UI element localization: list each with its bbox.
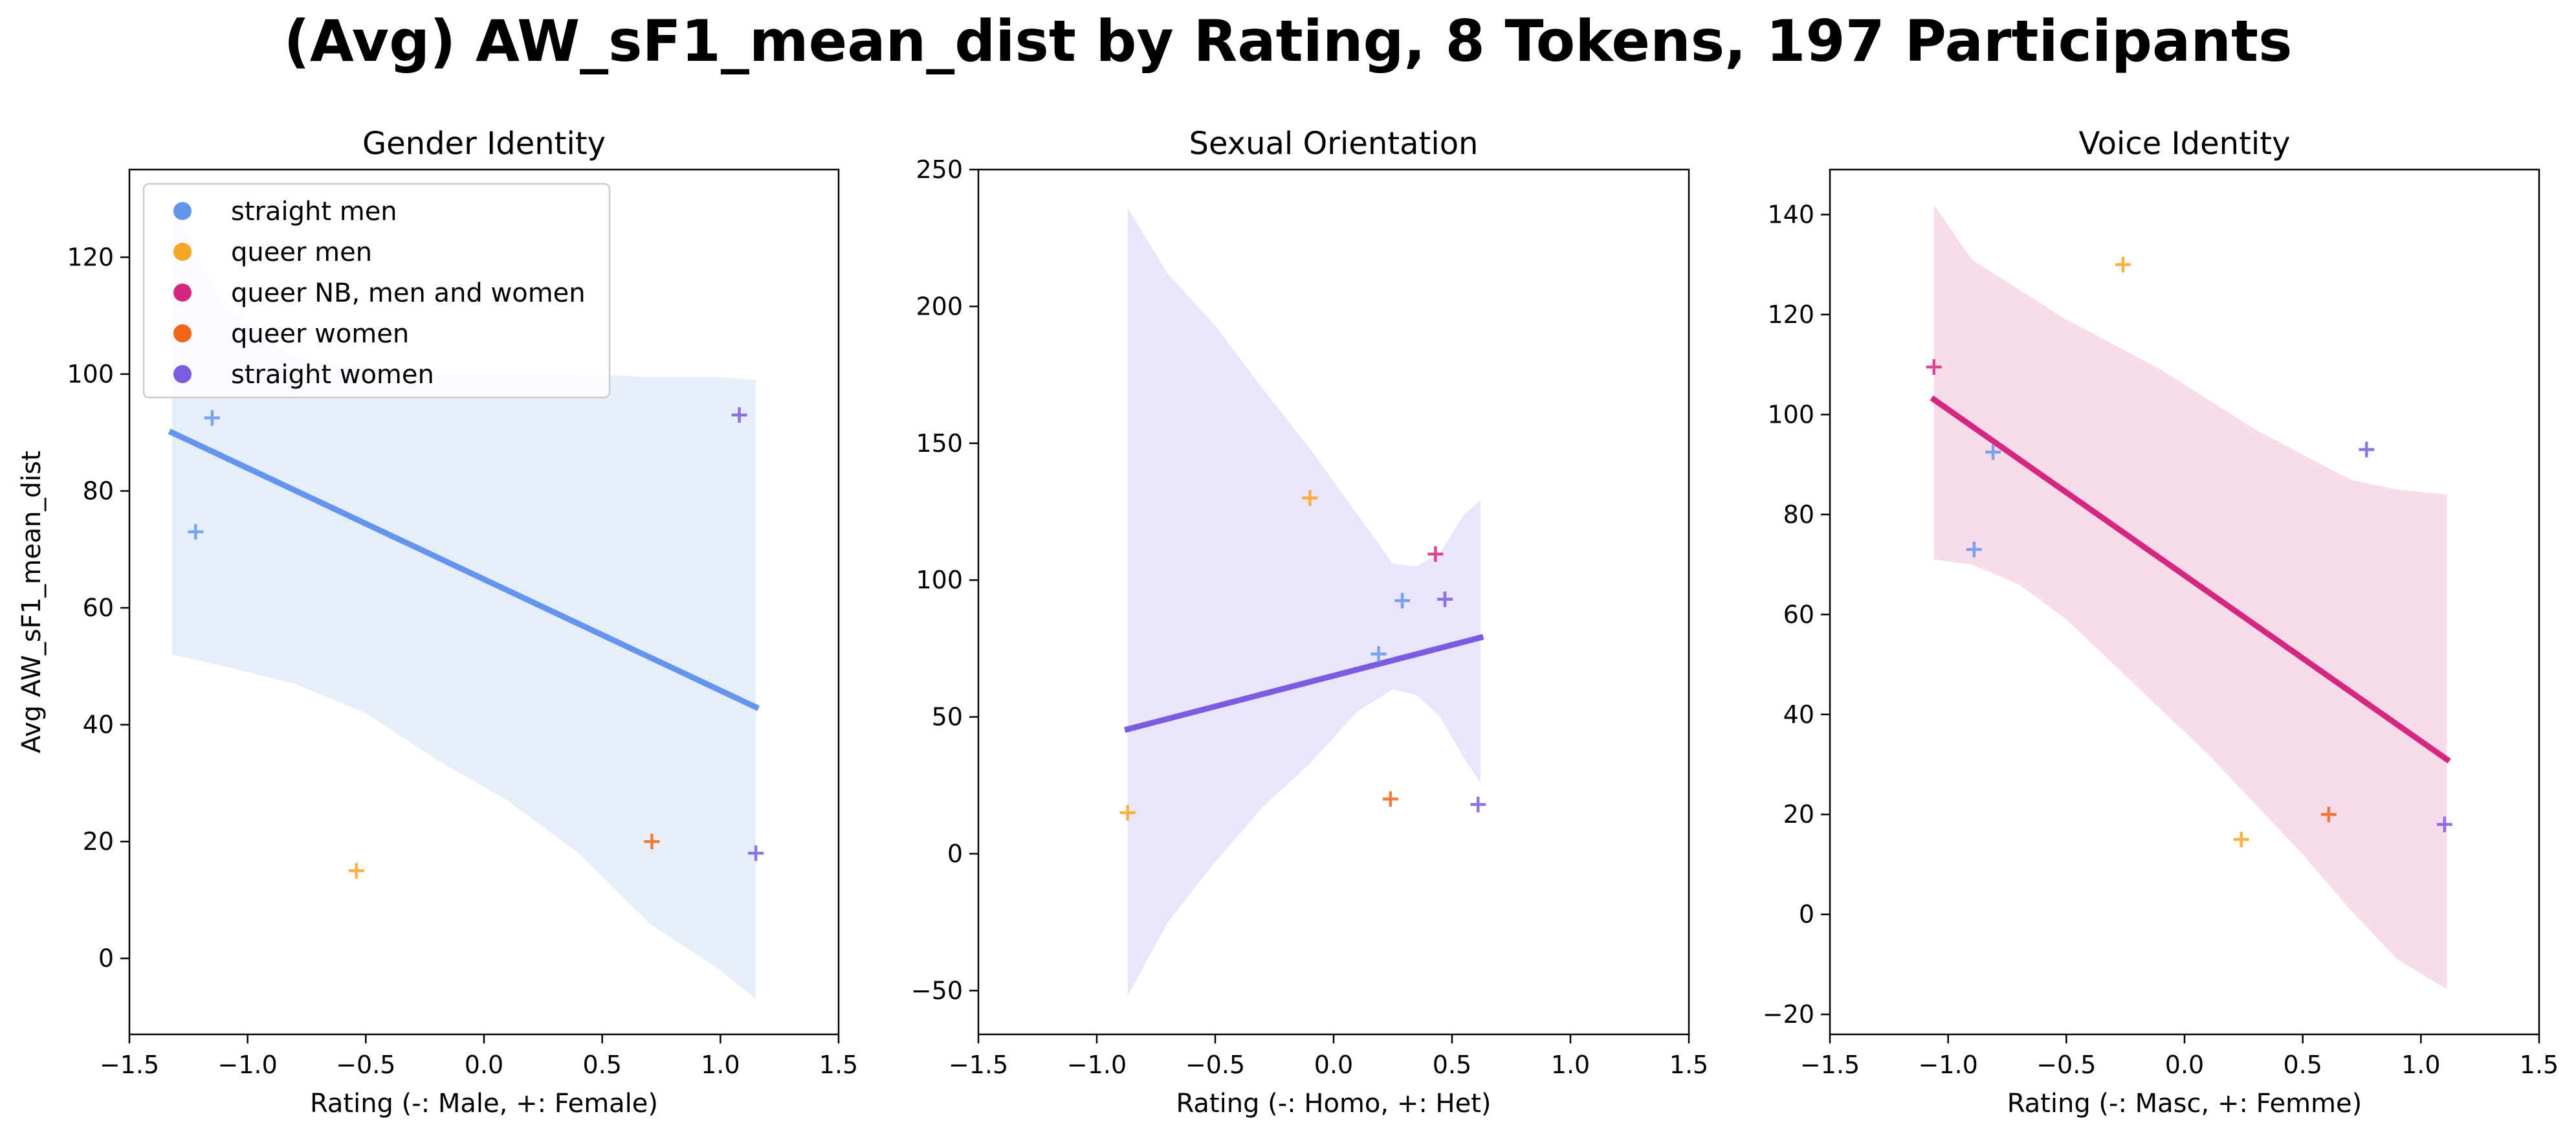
x-tick-label: 0.5 (1433, 1051, 1471, 1079)
y-tick-label: 150 (916, 429, 963, 458)
x-tick-label: −1.0 (1067, 1051, 1127, 1079)
confidence-band (171, 205, 756, 999)
x-tick-label: 0.0 (1314, 1051, 1353, 1079)
data-point (1470, 796, 1486, 812)
x-tick-label: −1.0 (1919, 1051, 1978, 1079)
x-tick-label: 0.5 (582, 1051, 621, 1079)
data-point (2320, 807, 2337, 823)
data-point (731, 407, 747, 423)
y-tick-label: 250 (916, 155, 963, 184)
subplot-title: Sexual Orientation (1189, 126, 1479, 162)
data-point (2359, 441, 2375, 458)
y-tick-label: 120 (1767, 300, 1814, 329)
data-point (1427, 546, 1444, 562)
x-tick-label: 1.5 (819, 1051, 858, 1079)
y-tick-label: 40 (83, 711, 114, 739)
data-point (1926, 359, 1942, 375)
legend-marker (173, 243, 192, 261)
legend-label: queer men (231, 238, 372, 267)
y-tick-label: 100 (67, 360, 114, 388)
x-tick-label: −1.5 (1800, 1051, 1860, 1079)
subplot-title: Voice Identity (2079, 126, 2291, 162)
x-tick-label: 1.0 (1551, 1051, 1590, 1079)
y-tick-label: 0 (1799, 900, 1814, 929)
y-tick-label: 120 (67, 243, 114, 271)
x-tick-label: 1.0 (701, 1051, 740, 1079)
y-tick-label: 20 (83, 827, 114, 856)
data-point (1437, 591, 1453, 607)
x-tick-label: −1.0 (218, 1051, 278, 1079)
data-point (1985, 444, 2001, 460)
y-tick-label: −50 (911, 976, 963, 1005)
data-point (204, 410, 220, 426)
data-point (1966, 541, 1982, 557)
x-tick-label: 0.0 (2165, 1051, 2204, 1079)
y-axis-label: Avg AW_sF1_mean_dist (17, 451, 47, 753)
x-axis-label: Rating (-: Masc, +: Femme) (2007, 1089, 2362, 1119)
data-point (644, 834, 660, 850)
y-tick-label: 20 (1783, 800, 1814, 829)
y-tick-label: 0 (98, 944, 114, 973)
x-tick-label: 0.5 (2283, 1051, 2322, 1079)
data-point (2115, 256, 2131, 273)
x-tick-label: −0.5 (336, 1051, 395, 1079)
data-point (348, 863, 364, 879)
data-point (1302, 490, 1318, 506)
y-tick-label: 50 (932, 703, 963, 731)
legend-label: queer women (231, 319, 409, 349)
x-tick-label: 1.5 (1669, 1051, 1708, 1079)
x-tick-label: 1.5 (2520, 1051, 2559, 1079)
y-tick-label: 100 (1767, 400, 1814, 429)
legend-label: straight women (231, 360, 434, 390)
confidence-band (1127, 208, 1481, 996)
y-tick-label: 80 (83, 476, 114, 505)
data-point (1382, 791, 1398, 807)
y-tick-label: 60 (1783, 600, 1814, 629)
x-tick-label: 1.0 (2401, 1051, 2440, 1079)
data-point (1119, 805, 1136, 821)
legend-label: straight men (231, 197, 397, 227)
x-axis-label: Rating (-: Homo, +: Het) (1176, 1089, 1491, 1119)
y-tick-label: 60 (83, 594, 114, 622)
x-tick-label: −0.5 (2036, 1051, 2096, 1079)
data-point (1394, 592, 1411, 608)
data-point (188, 524, 204, 540)
y-tick-label: 40 (1783, 700, 1814, 729)
regression-line (1930, 395, 2451, 764)
figure-title: (Avg) AW_sF1_mean_dist by Rating, 8 Toke… (283, 8, 2293, 74)
regression-line (168, 429, 760, 711)
y-tick-label: 0 (947, 840, 963, 868)
x-tick-label: −1.5 (949, 1051, 1008, 1079)
y-tick-label: 80 (1783, 500, 1814, 529)
y-tick-label: 100 (916, 566, 963, 594)
legend-label: queer NB, men and women (231, 278, 586, 308)
legend-marker (173, 202, 192, 220)
y-tick-label: 140 (1767, 201, 1814, 229)
x-tick-label: 0.0 (465, 1051, 503, 1079)
x-axis-label: Rating (-: Male, +: Female) (310, 1089, 658, 1119)
legend-box (142, 183, 611, 399)
regression-line (1124, 634, 1484, 733)
legend-marker (173, 324, 192, 342)
data-point (2436, 816, 2452, 832)
x-tick-label: −1.5 (100, 1051, 159, 1079)
legend: straight men queer men queer NB, men and w… (142, 183, 611, 399)
data-point (1371, 646, 1387, 662)
y-tick-label: 200 (916, 292, 963, 320)
subplot-2: −1.5 −1.0 −0.5 0.0 0.5 1.0 1.5 −50 0 50 100 150 200 2… (911, 126, 1708, 1119)
subplot-1: −1.5 −1.0 −0.5 0.0 0.5 1.0 1.5 0 20 40 60 80 100 120 G… (17, 126, 858, 1119)
subplot-3: −1.5 −1.0 −0.5 0.0 0.5 1.0 1.5 −20 0 20 40 60 80 100 1… (1763, 126, 2559, 1119)
subplot-title: Gender Identity (362, 126, 606, 162)
y-tick-label: −20 (1763, 1000, 1814, 1029)
legend-marker (173, 284, 192, 302)
confidence-band (1933, 205, 2447, 990)
data-point (2233, 831, 2249, 847)
data-point (748, 845, 764, 862)
x-tick-label: −0.5 (1185, 1051, 1245, 1079)
legend-marker (173, 365, 192, 383)
